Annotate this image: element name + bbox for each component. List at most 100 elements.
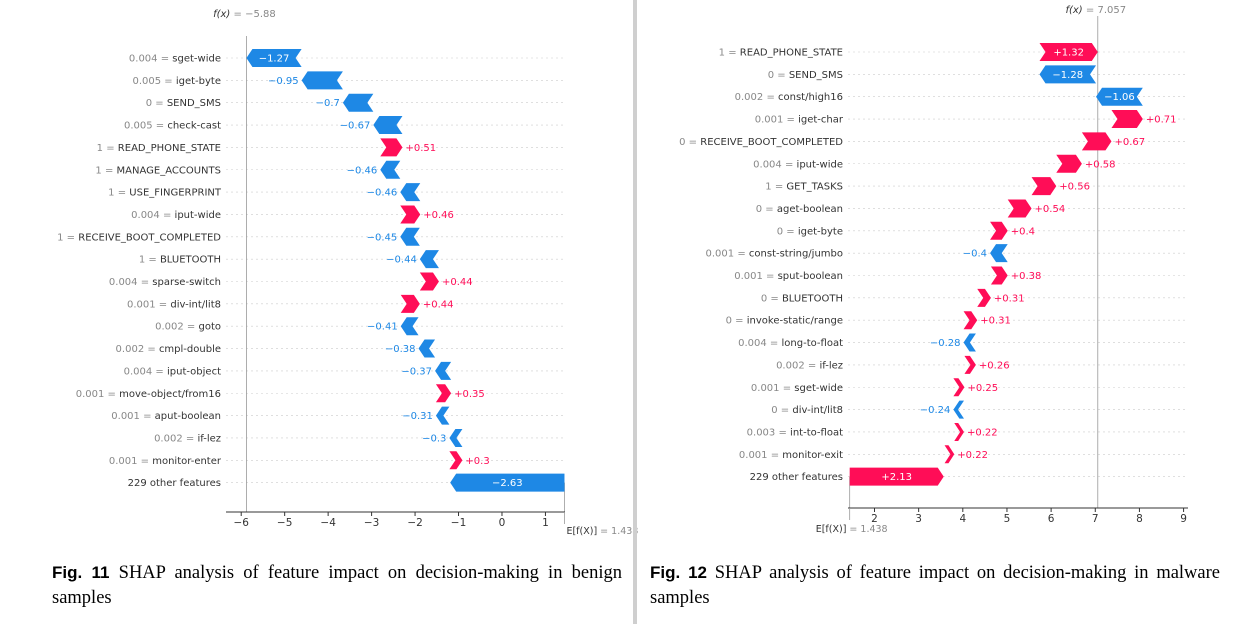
feature-equals: =: [115, 188, 130, 199]
feature-name: READ_PHONE_STATE: [118, 143, 221, 154]
shap-value-label: +0.58: [1085, 159, 1116, 170]
feature-name: cmpl-double: [159, 344, 221, 355]
feature-equals: =: [104, 389, 119, 400]
feature-name: aput-boolean: [155, 411, 221, 422]
negative-shap-bar: [418, 339, 436, 358]
shap-value-label: +0.44: [423, 299, 454, 310]
shap-value-label: −0.44: [386, 255, 417, 266]
positive-shap-bar: [1031, 177, 1057, 196]
feature-label: 1 = BLUETOOTH: [139, 255, 221, 266]
feature-label: 0.001 = monitor-enter: [109, 456, 222, 467]
feature-label: 0.001 = sget-wide: [751, 383, 843, 394]
shap-value-label: +2.13: [881, 472, 912, 483]
positive-shap-bar: [1007, 199, 1032, 218]
feature-label: 0 = iget-byte: [777, 226, 843, 237]
shap-value-label: −0.37: [401, 366, 432, 377]
feature-name: iput-wide: [175, 210, 221, 221]
figure-12-caption-text: SHAP analysis of feature impact on decis…: [650, 563, 1220, 608]
feature-label: 0.003 = int-to-float: [747, 427, 843, 438]
feature-value: 0.005: [132, 76, 161, 87]
feature-label: 0.002 = if-lez: [776, 360, 843, 371]
expected-value-number: 1.438: [611, 526, 638, 537]
x-tick-label: −2: [407, 517, 422, 529]
shap-value-label: −0.4: [963, 249, 987, 260]
feature-equals: =: [137, 456, 152, 467]
feature-value: 0.001: [734, 271, 763, 282]
negative-shap-bar: [373, 116, 403, 135]
feature-name: RECEIVE_BOOT_COMPLETED: [78, 232, 221, 243]
shap-value-label: −0.46: [367, 188, 398, 199]
feature-equals: =: [103, 143, 118, 154]
feature-value: 0.002: [155, 322, 184, 333]
feature-equals: =: [783, 226, 798, 237]
feature-equals: =: [102, 165, 117, 176]
shap-value-label: +0.54: [1035, 204, 1066, 215]
feature-name: if-lez: [819, 360, 843, 371]
feature-label: 0.005 = iget-byte: [132, 76, 221, 87]
feature-label: 0 = RECEIVE_BOOT_COMPLETED: [679, 137, 843, 148]
feature-label: 0.001 = aput-boolean: [111, 411, 221, 422]
shap-value-label: −0.41: [367, 322, 398, 333]
feature-label: 0.004 = long-to-float: [738, 338, 843, 349]
feature-value: 1: [719, 48, 725, 59]
feature-value: 0.001: [111, 411, 140, 422]
negative-shap-bar: [400, 227, 420, 246]
positive-shap-bar: [449, 451, 463, 470]
shap-value-label: +0.4: [1011, 226, 1035, 237]
feature-name: if-lez: [197, 433, 221, 444]
feature-equals: =: [783, 115, 798, 126]
feature-value: 0: [679, 137, 685, 148]
figure-12-caption: Fig. 12 SHAP analysis of feature impact …: [650, 560, 1220, 611]
feature-name: iput-wide: [797, 159, 843, 170]
positive-shap-bar: [1039, 43, 1098, 61]
fx-label-equals: =: [1083, 5, 1098, 16]
negative-shap-bar: [1096, 87, 1143, 106]
positive-shap-bar: [1081, 132, 1112, 151]
feature-name: int-to-float: [790, 427, 843, 438]
feature-equals: =: [183, 433, 198, 444]
fx-label-equals: =: [230, 9, 245, 20]
feature-equals: =: [732, 316, 747, 327]
feature-value: 0.005: [124, 121, 153, 132]
feature-label: 0.004 = sparse-switch: [109, 277, 221, 288]
negative-shap-bar: [990, 244, 1008, 263]
feature-name: SEND_SMS: [789, 70, 843, 81]
negative-shap-bar: [380, 160, 401, 179]
fx-label-value: −5.88: [245, 9, 276, 20]
feature-label: 0.001 = const-string/jumbo: [706, 249, 843, 260]
feature-label: 0 = SEND_SMS: [146, 98, 221, 109]
negative-shap-bar: [435, 361, 452, 380]
x-tick-label: 6: [1048, 513, 1055, 525]
shap-value-label: +0.26: [979, 360, 1010, 371]
feature-equals: =: [767, 338, 782, 349]
x-tick-label: 3: [915, 513, 922, 525]
feature-label: 0.002 = if-lez: [154, 433, 221, 444]
feature-name: READ_PHONE_STATE: [740, 48, 843, 59]
positive-shap-bar: [954, 422, 964, 441]
feature-name: monitor-exit: [782, 450, 843, 461]
feature-name: iput-object: [167, 366, 221, 377]
negative-shap-bar: [953, 400, 964, 419]
feature-name: SEND_SMS: [167, 98, 221, 109]
feature-label: 1 = GET_TASKS: [765, 182, 843, 193]
feature-name: BLUETOOTH: [160, 255, 221, 266]
feature-name: BLUETOOTH: [782, 293, 843, 304]
feature-equals: =: [767, 293, 782, 304]
shap-value-label: +0.46: [423, 210, 454, 221]
figure-divider: [633, 0, 637, 624]
feature-equals: =: [762, 204, 777, 215]
figure-11-caption-text: SHAP analysis of feature impact on decis…: [52, 563, 622, 608]
feature-label: 1 = RECEIVE_BOOT_COMPLETED: [57, 232, 221, 243]
feature-label: 0 = div-int/lit8: [771, 405, 843, 416]
negative-shap-bar: [419, 250, 439, 269]
x-tick-label: 2: [871, 513, 878, 525]
feature-name: sget-wide: [794, 383, 843, 394]
shap-value-label: +0.35: [454, 389, 485, 400]
feature-equals: =: [138, 277, 153, 288]
positive-shap-bar: [990, 266, 1008, 285]
figure-12-label: Fig. 12: [650, 563, 707, 582]
feature-equals: =: [725, 48, 740, 59]
feature-label: 0.001 = sput-boolean: [734, 271, 843, 282]
fx-label-value: 7.057: [1097, 5, 1126, 16]
feature-equals: =: [160, 210, 175, 221]
